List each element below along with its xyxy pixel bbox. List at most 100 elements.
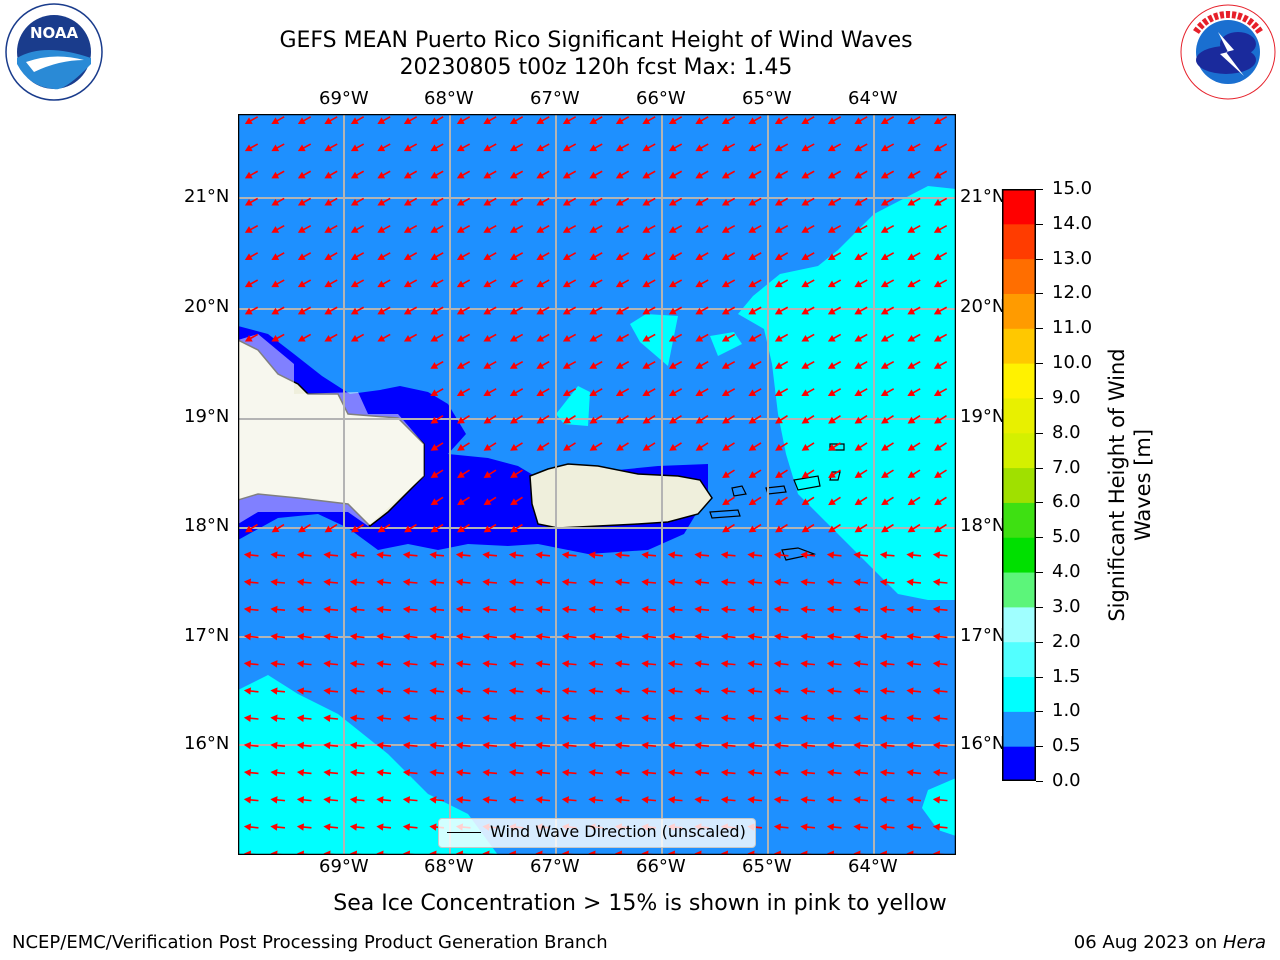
wind-wave-arrow-head [906,578,914,587]
wind-wave-arrow-head [589,144,598,152]
lon-label-bottom-69w: 69°W [319,856,369,877]
wind-wave-arrow-head [536,171,545,179]
wind-wave-arrow-head [483,525,492,533]
wind-wave-arrow-head [456,226,465,233]
wind-wave-arrow-head [934,525,942,533]
wind-wave-arrow-head [695,171,704,179]
wind-wave-arrow-head [748,253,757,260]
wind-wave-arrow-head [881,525,889,533]
wind-wave-arrow-head [615,253,624,260]
wind-wave-arrow-head [508,578,517,587]
wind-wave-arrow-head [748,171,757,179]
wind-wave-arrow-head [747,768,755,777]
wind-wave-arrow-head [800,823,808,831]
colorbar-tick-label: 8.0 [1052,421,1081,443]
wind-wave-arrow-head [827,144,836,152]
wind-wave-arrow-head [482,687,490,695]
wind-wave-arrow-head [430,525,439,533]
wind-wave-arrow-head [826,605,835,614]
wind-wave-arrow-head [430,253,439,260]
wind-wave-arrow-head [561,578,570,587]
wind-wave-arrow-head [243,660,252,668]
wind-wave-arrow-head [879,632,888,641]
land-virgin-islands [709,443,845,561]
wind-wave-arrow-head [455,605,464,614]
wind-wave-arrow-head [933,144,942,152]
wind-wave-arrow-head [589,334,598,342]
wind-wave-arrow-head [244,117,253,124]
wind-wave-arrow-head [483,416,492,424]
wind-wave-arrow-head [614,768,623,777]
wind-wave-arrow-head [509,362,518,369]
wind-wave-arrow-head [933,171,942,179]
wind-wave-arrow-head [536,226,545,233]
wind-wave-arrow-head [429,714,437,723]
wind-wave-arrow-head [721,198,730,206]
colorbar-band [1002,189,1036,225]
wind-wave-arrow-head [721,334,730,342]
wind-wave-arrow-head [773,768,782,777]
wind-wave-arrow-head [455,768,464,777]
wind-wave-arrow-head [376,796,384,804]
wind-wave-arrow-head [430,498,439,506]
wind-wave-arrow-head [695,226,704,233]
wind-wave-arrow-head [773,551,782,559]
wind-wave-arrow-head [668,389,677,396]
wind-wave-arrow-head [641,714,649,723]
wind-wave-arrow-head [377,117,386,124]
wind-wave-arrow-head [296,768,305,777]
wind-wave-arrow-head [296,605,305,614]
lat-label-right-18n: 18°N [960,515,1006,536]
wind-wave-arrow-head [907,498,916,506]
wind-wave-arrow-head [694,605,702,614]
wind-wave-arrow-head [349,768,358,777]
wind-wave-arrow-head [482,632,490,641]
wind-wave-arrow-head [563,443,571,451]
wind-wave-arrow-head [879,768,888,777]
wind-wave-arrow-head [827,334,836,342]
wind-wave-arrow-head [933,253,942,260]
wind-wave-arrow-head [827,198,836,206]
colorbar-band [1002,293,1036,329]
wind-wave-arrow-head [589,226,598,233]
land-mask-hispaniola [238,334,424,526]
wind-wave-arrow-head [828,498,836,506]
wind-wave-arrow-head [853,605,861,614]
wind-wave-arrow-head [800,714,808,723]
wind-wave-arrow-head [296,578,305,587]
wind-wave-arrow-head [403,117,412,124]
wind-wave-arrow-head [774,144,783,152]
colorbar-band [1002,537,1036,573]
wind-wave-arrow-head [509,253,518,260]
wind-wave-arrow-head [589,362,598,369]
wind-wave-arrow-head [350,307,359,315]
wind-wave-arrow-head [349,823,358,831]
colorbar-tick-mark [1036,711,1043,713]
wind-wave-arrow-head [588,741,596,750]
wind-wave-arrow-head [668,280,677,288]
colorbar-band [1002,223,1036,260]
wind-wave-arrow-head [324,198,333,206]
lon-label-bottom-67w: 67°W [530,856,580,877]
wind-wave-arrow-head [722,443,730,451]
wind-wave-arrow-head [773,605,782,614]
wind-wave-arrow-head [430,416,439,424]
wind-wave-arrow-head [457,443,465,451]
wind-wave-arrow-head [297,334,306,342]
wind-wave-arrow-head [880,253,889,260]
wind-wave-arrow-head [641,796,649,804]
wind-wave-arrow-head [615,144,624,152]
wind-wave-arrow-head [880,389,889,396]
colorbar-tick-mark [1036,189,1043,190]
wind-wave-arrow-head [296,714,305,723]
wind-wave-arrow-head [376,768,384,777]
wind-wave-arrow-head [668,198,677,206]
colorbar-tick-mark [1036,502,1043,504]
wind-wave-arrow-head [589,416,598,424]
colorbar-band [1002,258,1036,294]
wind-wave-arrow-head [430,334,439,342]
colorbar-tick-label: 6.0 [1052,491,1081,513]
wind-wave-arrow-head [349,632,358,641]
wind-wave-arrow-head [297,280,306,288]
national-weather-service-logo [1180,4,1276,100]
